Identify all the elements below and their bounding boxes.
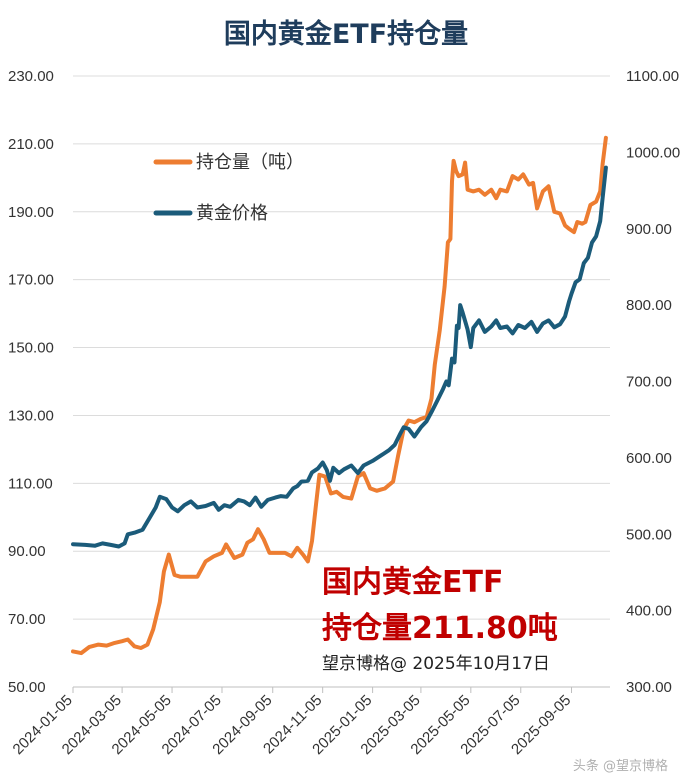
series-lines — [71, 135, 608, 656]
right-tick-label: 900.00 — [626, 221, 672, 238]
right-tick-label: 800.00 — [626, 297, 672, 314]
left-tick-label: 110.00 — [8, 475, 53, 492]
chart-title: 国内黄金ETF持仓量 — [224, 18, 468, 50]
left-tick-label: 130.00 — [8, 407, 54, 424]
annotation-line1: 国内黄金ETF — [322, 565, 503, 600]
x-axis: 2024-01-052024-03-052024-05-052024-07-05… — [10, 686, 610, 758]
right-axis-ticks: 300.00 400.00 500.00 600.00 700.00 800.00 900.… — [626, 68, 680, 696]
left-tick-label: 170.00 — [8, 272, 54, 289]
right-tick-label: 1000.00 — [626, 144, 680, 161]
gridlines — [73, 75, 610, 620]
right-tick-label: 700.00 — [626, 374, 672, 391]
left-tick-label: 90.00 — [8, 543, 46, 560]
right-tick-label: 500.00 — [626, 526, 672, 543]
annotation: 国内黄金ETF 持仓量211.80吨 望京博格@ 2025年10月17日 — [322, 565, 558, 674]
gold-price-line — [71, 165, 608, 549]
annotation-line2: 持仓量211.80吨 — [322, 611, 558, 646]
legend: 持仓量（吨） 黄金价格 — [153, 152, 304, 224]
right-tick-label: 1100.00 — [626, 68, 679, 85]
legend-label-price: 黄金价格 — [196, 203, 268, 224]
holdings-line — [71, 135, 608, 656]
left-axis-ticks: 50.00 70.00 90.00 110.00 130.00 150.00 170.00 1… — [8, 68, 54, 696]
left-tick-label: 50.00 — [8, 679, 46, 696]
legend-label-holdings: 持仓量（吨） — [196, 152, 304, 173]
right-tick-label: 400.00 — [626, 603, 672, 620]
left-tick-label: 190.00 — [8, 204, 54, 221]
left-tick-label: 230.00 — [8, 68, 54, 85]
left-tick-label: 70.00 — [8, 611, 46, 628]
left-tick-label: 210.00 — [8, 136, 54, 153]
left-tick-label: 150.00 — [8, 340, 54, 357]
annotation-line3: 望京博格@ 2025年10月17日 — [322, 654, 550, 674]
right-tick-label: 600.00 — [626, 450, 672, 467]
right-tick-label: 300.00 — [626, 679, 672, 696]
watermark: 头条 @望京博格 — [573, 758, 668, 774]
